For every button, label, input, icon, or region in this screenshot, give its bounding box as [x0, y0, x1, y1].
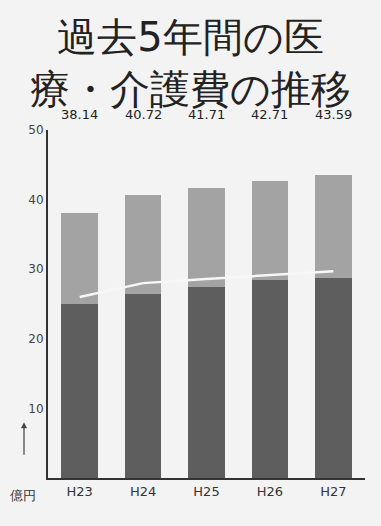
- svg-text:億円: 億円: [10, 488, 36, 503]
- svg-text:20: 20: [28, 332, 43, 346]
- svg-text:40.72: 40.72: [125, 107, 162, 122]
- svg-text:42.71: 42.71: [251, 107, 288, 122]
- svg-text:H27: H27: [320, 484, 346, 499]
- svg-text:H26: H26: [257, 484, 283, 499]
- svg-text:H23: H23: [67, 484, 93, 499]
- svg-text:41.71: 41.71: [188, 107, 225, 122]
- svg-text:43.59: 43.59: [315, 107, 352, 122]
- svg-text:過去5年間の医療・介護費の推移: 過去5年間の医療・介護費の推移: [30, 14, 351, 112]
- svg-text:H25: H25: [193, 484, 219, 499]
- svg-text:10: 10: [28, 402, 43, 416]
- svg-text:30: 30: [28, 262, 43, 276]
- svg-text:H24: H24: [130, 484, 156, 499]
- svg-text:50: 50: [28, 123, 43, 137]
- svg-text:40: 40: [28, 193, 43, 207]
- svg-text:38.14: 38.14: [61, 107, 98, 122]
